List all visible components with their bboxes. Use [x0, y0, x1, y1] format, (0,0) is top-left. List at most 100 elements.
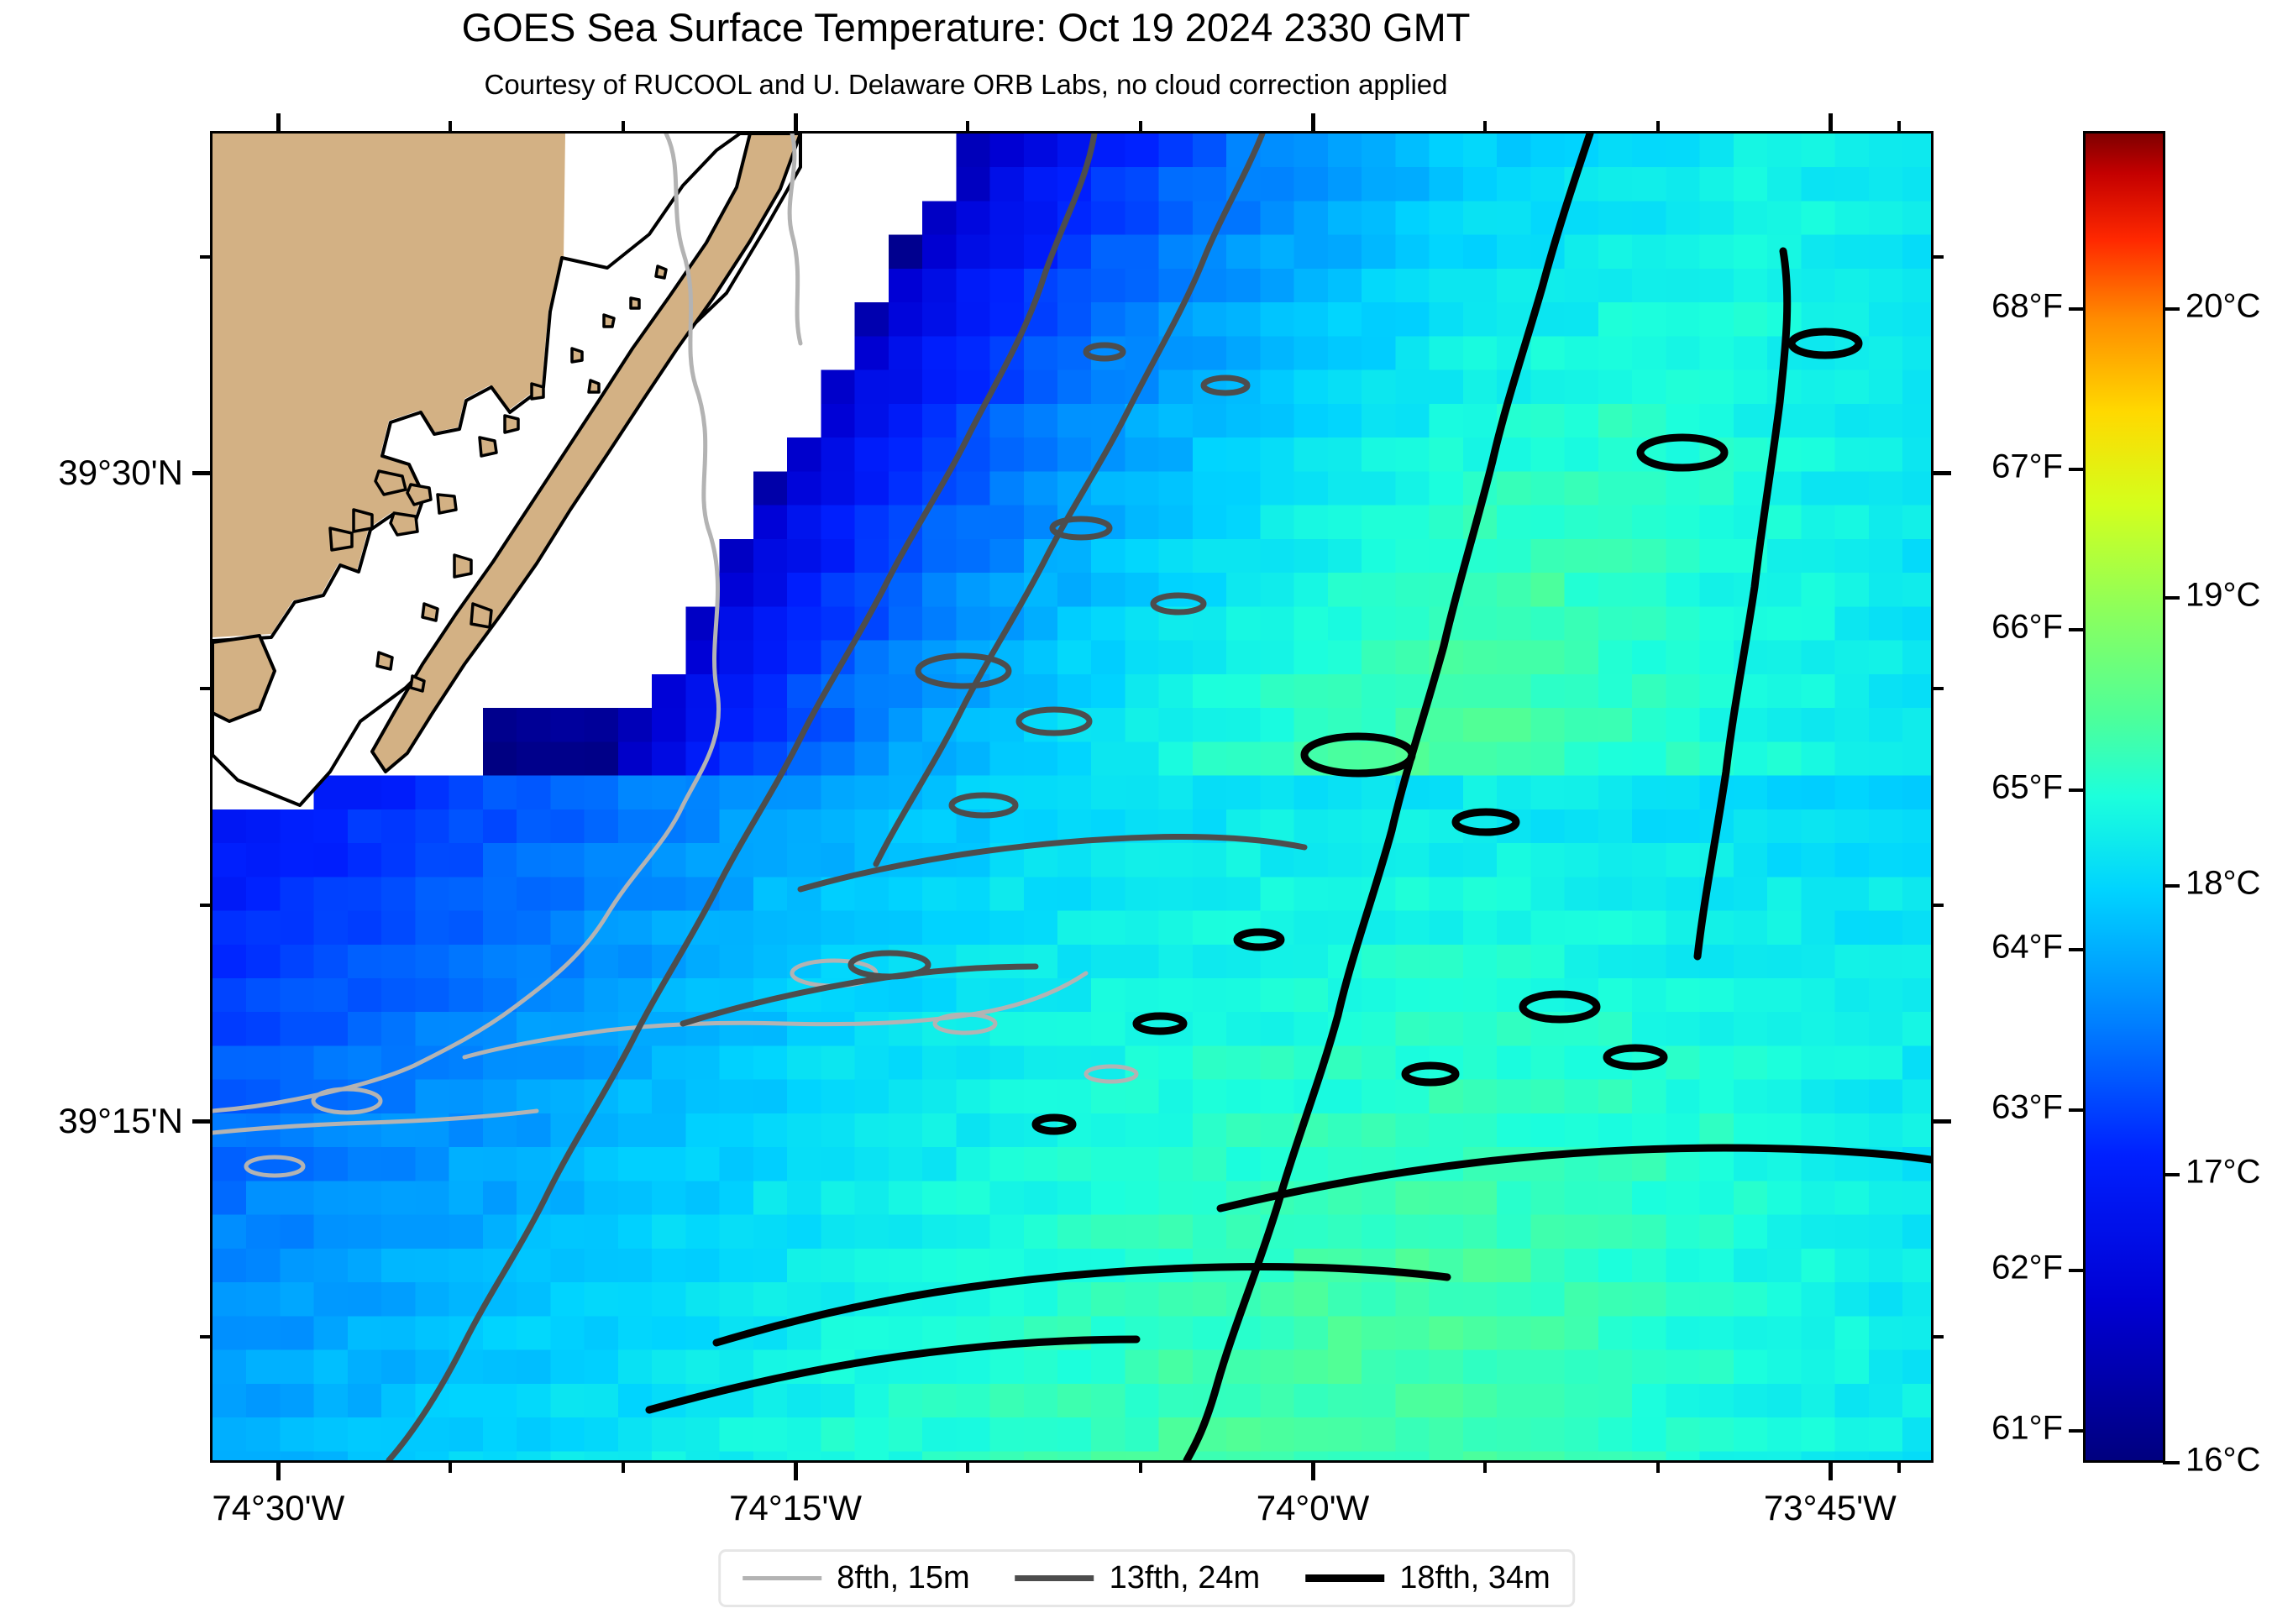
sst-cell [1293, 167, 1329, 202]
contour-18fth [645, 1335, 1141, 1414]
sst-cell [1260, 978, 1295, 1013]
sst-cell [787, 1282, 821, 1317]
sst-cell [1462, 167, 1498, 202]
contour-13fth [1015, 706, 1093, 736]
map-plot-area[interactable] [210, 131, 1934, 1463]
sst-cell [1868, 775, 1903, 810]
sst-cell [1260, 538, 1295, 574]
sst-cell [1699, 606, 1734, 642]
legend-item-0[interactable]: 8fth, 15m [742, 1560, 970, 1596]
sst-cell [1733, 1045, 1768, 1081]
sst-cell [1395, 910, 1430, 946]
bathymetry-legend[interactable]: 8fth, 15m 13fth, 24m 18fth, 34m [718, 1549, 1575, 1607]
sst-cell [922, 978, 957, 1013]
sst-cell [347, 1349, 382, 1385]
sst-cell [922, 877, 957, 912]
sst-cell [1023, 944, 1058, 979]
x-tick-major-top [794, 113, 799, 132]
sst-cell [1733, 302, 1768, 338]
sst-cell [888, 369, 923, 405]
sst-cell [1192, 843, 1227, 877]
sst-cell [1327, 775, 1362, 810]
sst-cell [1497, 1045, 1531, 1081]
sst-cell [753, 1417, 788, 1452]
sst-cell [1902, 1451, 1931, 1460]
sst-cell [1260, 1383, 1295, 1418]
sst-cell [888, 302, 923, 338]
sst-cell [1733, 1417, 1768, 1452]
sst-cell [1057, 1282, 1092, 1317]
sst-cell [1091, 640, 1126, 675]
sst-cell [1462, 741, 1498, 777]
sst-cell [584, 1282, 619, 1317]
sst-cell [213, 1214, 247, 1249]
sst-cell [989, 403, 1025, 438]
colorbar-label-f-67: 67°F [1991, 448, 2063, 485]
sst-cell [1902, 978, 1931, 1013]
sst-cell [1801, 843, 1836, 877]
colorbar-tick-f [2069, 1268, 2086, 1272]
colorbar[interactable] [2069, 131, 2180, 1464]
sst-cell [617, 1248, 653, 1283]
sst-cell [1192, 573, 1227, 607]
x-tick-minor-top [621, 121, 625, 132]
sst-cell [1598, 1451, 1633, 1460]
sst-cell [1462, 369, 1498, 405]
colorbar-tick-c [2163, 595, 2180, 600]
sst-cell [617, 708, 653, 742]
sst-cell [888, 1012, 923, 1047]
sst-cell [1564, 877, 1599, 912]
sst-cell [1462, 1316, 1498, 1351]
sst-cell [1699, 978, 1734, 1013]
sst-cell [922, 201, 957, 236]
sst-cell [1530, 1417, 1566, 1452]
colorbar-tick-f [2069, 1428, 2086, 1433]
sst-cell [1125, 1417, 1160, 1452]
sst-cell [1530, 1248, 1566, 1283]
sst-cell [482, 944, 517, 979]
sst-cell [1666, 1451, 1701, 1460]
sst-cell [280, 1383, 315, 1418]
sst-cell [1429, 1282, 1464, 1317]
sst-cell [1057, 1214, 1092, 1249]
sst-cell [1868, 336, 1903, 371]
sst-cell [1497, 1147, 1531, 1182]
sst-cell [719, 741, 754, 777]
sst-cell [1564, 640, 1599, 675]
legend-item-2[interactable]: 18fth, 34m [1305, 1560, 1551, 1596]
sst-cell [1327, 505, 1362, 540]
sst-cell [1902, 538, 1931, 574]
sst-cell [956, 1147, 991, 1182]
sst-cell [1564, 944, 1599, 979]
sst-cell [381, 1349, 417, 1385]
sst-cell [1260, 403, 1295, 438]
sst-cell [1868, 1214, 1903, 1249]
sst-cell [854, 336, 889, 371]
sst-cell [1598, 1349, 1633, 1385]
sst-cell [1327, 167, 1362, 202]
sst-cell [1902, 640, 1931, 675]
sst-cell [1564, 1214, 1599, 1249]
sst-cell [989, 268, 1025, 303]
sst-cell [1260, 234, 1295, 270]
sst-cell [956, 167, 991, 202]
y-axis-label: 39°30'N [58, 453, 183, 493]
sst-cell [213, 1451, 247, 1460]
sst-cell [1666, 1316, 1701, 1351]
sst-cell [1293, 640, 1329, 675]
sst-cell [1362, 1383, 1396, 1418]
sst-cell [1598, 708, 1633, 742]
sst-cell [1362, 234, 1396, 270]
colorbar-gradient [2086, 134, 2163, 1460]
sst-cell [1666, 234, 1701, 270]
sst-cell [1192, 708, 1227, 742]
sst-cell [1192, 134, 1227, 168]
sst-cell [1260, 1282, 1295, 1317]
legend-item-1[interactable]: 13fth, 24m [1015, 1560, 1260, 1596]
sst-cell [821, 505, 856, 540]
sst-cell [1462, 1214, 1498, 1249]
sst-cell [1226, 673, 1262, 709]
sst-cell [1091, 1181, 1126, 1216]
sst-cell [922, 1316, 957, 1351]
sst-cell [1091, 843, 1126, 877]
